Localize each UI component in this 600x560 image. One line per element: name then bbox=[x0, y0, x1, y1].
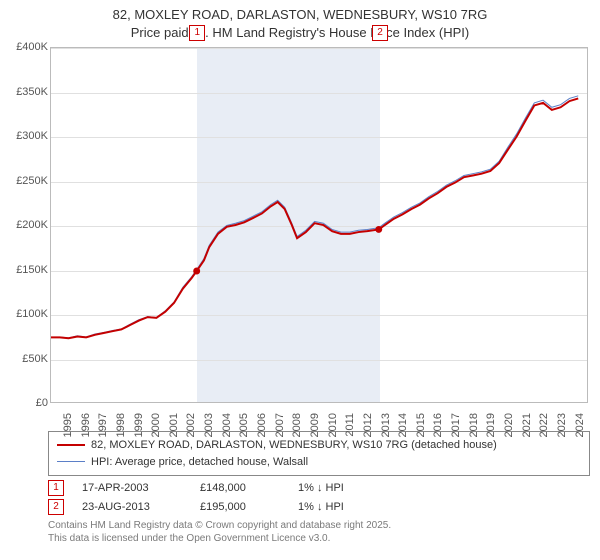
x-tick: 2017 bbox=[450, 413, 462, 437]
x-tick: 1999 bbox=[133, 413, 145, 437]
sale-date: 17-APR-2003 bbox=[82, 482, 182, 494]
x-tick: 1995 bbox=[62, 413, 74, 437]
sale-price: £148,000 bbox=[200, 482, 280, 494]
y-tick: £400K bbox=[6, 41, 48, 53]
x-tick: 2002 bbox=[186, 413, 198, 437]
sale-dot-1 bbox=[193, 268, 200, 275]
y-tick: £250K bbox=[6, 175, 48, 187]
x-tick: 2022 bbox=[538, 413, 550, 437]
sale-dot-2 bbox=[375, 226, 382, 233]
sale-date: 23-AUG-2013 bbox=[82, 501, 182, 513]
y-tick: £150K bbox=[6, 264, 48, 276]
x-tick: 1996 bbox=[80, 413, 92, 437]
title-line2: Price paid vs. HM Land Registry's House … bbox=[0, 24, 600, 42]
legend-row: HPI: Average price, detached house, Wals… bbox=[57, 454, 581, 471]
x-tick: 2020 bbox=[503, 413, 515, 437]
x-tick: 2011 bbox=[344, 413, 356, 437]
x-tick: 2006 bbox=[256, 413, 268, 437]
x-tick: 2003 bbox=[203, 413, 215, 437]
x-tick: 2023 bbox=[556, 413, 568, 437]
legend-label: 82, MOXLEY ROAD, DARLASTON, WEDNESBURY, … bbox=[91, 437, 497, 454]
series-price_paid bbox=[51, 99, 578, 339]
x-tick: 2012 bbox=[362, 413, 374, 437]
series-hpi bbox=[51, 96, 578, 338]
line-series bbox=[51, 48, 587, 402]
x-tick: 2019 bbox=[486, 413, 498, 437]
x-tick: 2009 bbox=[309, 413, 321, 437]
footer-line2: This data is licensed under the Open Gov… bbox=[48, 532, 590, 545]
x-tick: 2004 bbox=[221, 413, 233, 437]
x-tick: 2013 bbox=[380, 413, 392, 437]
footer-line1: Contains HM Land Registry data © Crown c… bbox=[48, 519, 590, 532]
sale-marker-1: 1 bbox=[189, 25, 205, 41]
title-line1: 82, MOXLEY ROAD, DARLASTON, WEDNESBURY, … bbox=[0, 6, 600, 24]
sale-row: 2 23-AUG-2013 £195,000 1% ↓ HPI bbox=[48, 499, 590, 515]
legend-swatch bbox=[57, 461, 85, 462]
x-tick: 2018 bbox=[468, 413, 480, 437]
y-tick: £0 bbox=[6, 397, 48, 409]
x-tick: 2010 bbox=[327, 413, 339, 437]
x-tick: 2015 bbox=[415, 413, 427, 437]
sale-index: 1 bbox=[48, 480, 64, 496]
x-tick: 2001 bbox=[168, 413, 180, 437]
legend: 82, MOXLEY ROAD, DARLASTON, WEDNESBURY, … bbox=[48, 431, 590, 476]
sale-delta: 1% ↓ HPI bbox=[298, 482, 344, 494]
x-tick: 2007 bbox=[274, 413, 286, 437]
legend-swatch bbox=[57, 444, 85, 446]
sale-marker-2: 2 bbox=[372, 25, 388, 41]
sale-index: 2 bbox=[48, 499, 64, 515]
sale-price: £195,000 bbox=[200, 501, 280, 513]
y-tick: £200K bbox=[6, 219, 48, 231]
x-tick: 2000 bbox=[150, 413, 162, 437]
y-tick: £50K bbox=[6, 353, 48, 365]
x-tick: 2005 bbox=[239, 413, 251, 437]
x-tick: 2008 bbox=[292, 413, 304, 437]
y-tick: £300K bbox=[6, 130, 48, 142]
sale-rows: 1 17-APR-2003 £148,000 1% ↓ HPI 2 23-AUG-2013… bbox=[48, 480, 590, 515]
x-tick: 1998 bbox=[115, 413, 127, 437]
y-tick: £350K bbox=[6, 86, 48, 98]
sale-row: 1 17-APR-2003 £148,000 1% ↓ HPI bbox=[48, 480, 590, 496]
x-tick: 2021 bbox=[521, 413, 533, 437]
x-tick: 1997 bbox=[98, 413, 110, 437]
x-tick: 2016 bbox=[433, 413, 445, 437]
chart-area: £0£50K£100K£150K£200K£250K£300K£350K£400… bbox=[6, 47, 594, 425]
y-tick: £100K bbox=[6, 308, 48, 320]
footer-text: Contains HM Land Registry data © Crown c… bbox=[48, 519, 590, 545]
x-tick: 2014 bbox=[397, 413, 409, 437]
sale-delta: 1% ↓ HPI bbox=[298, 501, 344, 513]
x-tick: 2024 bbox=[574, 413, 586, 437]
plot-region: 12 bbox=[50, 47, 588, 403]
legend-row: 82, MOXLEY ROAD, DARLASTON, WEDNESBURY, … bbox=[57, 437, 581, 454]
chart-title: 82, MOXLEY ROAD, DARLASTON, WEDNESBURY, … bbox=[0, 0, 600, 41]
legend-label: HPI: Average price, detached house, Wals… bbox=[91, 454, 308, 471]
